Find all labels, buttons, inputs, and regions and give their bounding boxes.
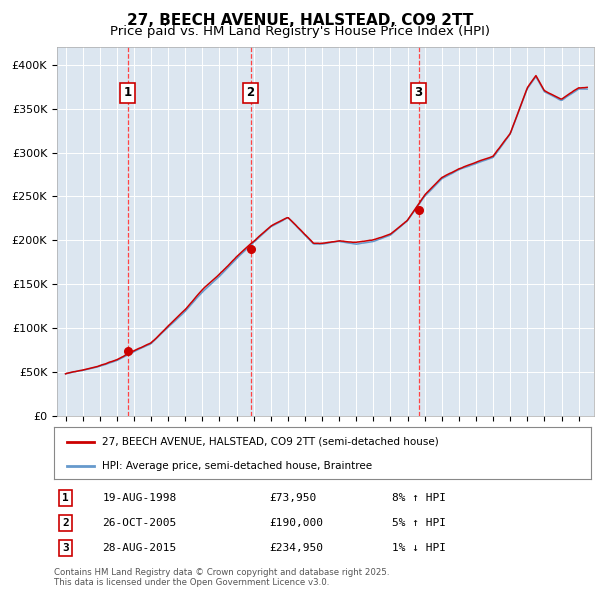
Text: 5% ↑ HPI: 5% ↑ HPI [392, 518, 446, 527]
Text: 27, BEECH AVENUE, HALSTEAD, CO9 2TT (semi-detached house): 27, BEECH AVENUE, HALSTEAD, CO9 2TT (sem… [103, 437, 439, 447]
Text: 2: 2 [247, 86, 254, 99]
Text: 1: 1 [124, 86, 131, 99]
Text: 1: 1 [62, 493, 69, 503]
Text: £73,950: £73,950 [269, 493, 316, 503]
Text: 19-AUG-1998: 19-AUG-1998 [103, 493, 176, 503]
Text: HPI: Average price, semi-detached house, Braintree: HPI: Average price, semi-detached house,… [103, 461, 373, 471]
Text: 3: 3 [415, 86, 423, 99]
Text: 8% ↑ HPI: 8% ↑ HPI [392, 493, 446, 503]
Text: £234,950: £234,950 [269, 543, 323, 553]
Text: 1% ↓ HPI: 1% ↓ HPI [392, 543, 446, 553]
Text: Price paid vs. HM Land Registry's House Price Index (HPI): Price paid vs. HM Land Registry's House … [110, 25, 490, 38]
Text: 27, BEECH AVENUE, HALSTEAD, CO9 2TT: 27, BEECH AVENUE, HALSTEAD, CO9 2TT [127, 13, 473, 28]
Text: £190,000: £190,000 [269, 518, 323, 527]
Text: 2: 2 [62, 518, 69, 527]
Text: 26-OCT-2005: 26-OCT-2005 [103, 518, 176, 527]
Text: Contains HM Land Registry data © Crown copyright and database right 2025.
This d: Contains HM Land Registry data © Crown c… [54, 568, 389, 587]
Text: 3: 3 [62, 543, 69, 553]
Text: 28-AUG-2015: 28-AUG-2015 [103, 543, 176, 553]
